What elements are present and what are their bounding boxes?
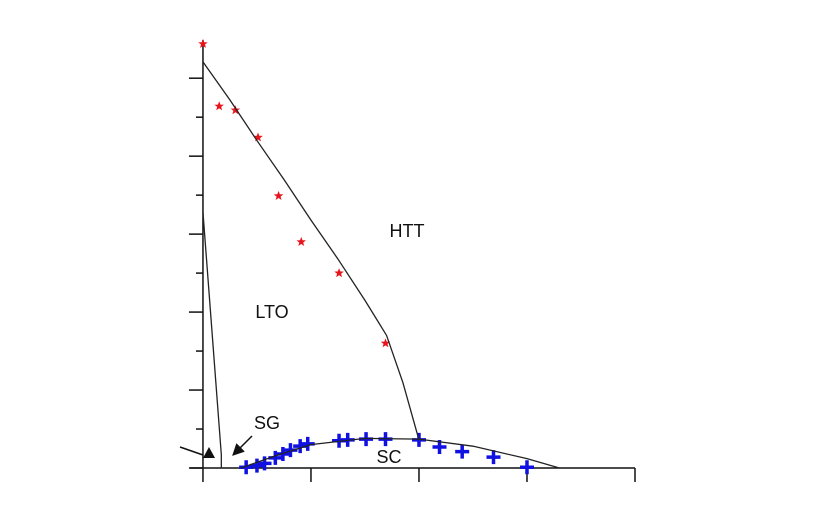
star-point — [334, 268, 344, 278]
phase-label: HTT — [390, 221, 425, 241]
star-point — [273, 190, 284, 200]
star-point — [198, 38, 208, 48]
plus-point — [519, 460, 534, 475]
plus-point — [257, 456, 272, 471]
star-point — [296, 236, 306, 246]
star-point — [214, 101, 224, 111]
star-point — [253, 132, 263, 142]
triangle-marker — [203, 447, 215, 458]
plus-point — [455, 444, 470, 459]
boundary-line — [202, 212, 222, 468]
phase-label: SC — [376, 447, 401, 467]
star-point — [380, 338, 391, 348]
star-point — [230, 105, 241, 115]
plus-point — [486, 450, 501, 465]
boundary-line — [240, 437, 560, 469]
sg-arrow — [232, 435, 253, 456]
boundary-line — [202, 61, 420, 441]
phase-label: LTO — [255, 302, 288, 322]
phase-label: SG — [254, 413, 280, 433]
pointer-line — [179, 446, 204, 456]
plus-point — [249, 458, 264, 473]
